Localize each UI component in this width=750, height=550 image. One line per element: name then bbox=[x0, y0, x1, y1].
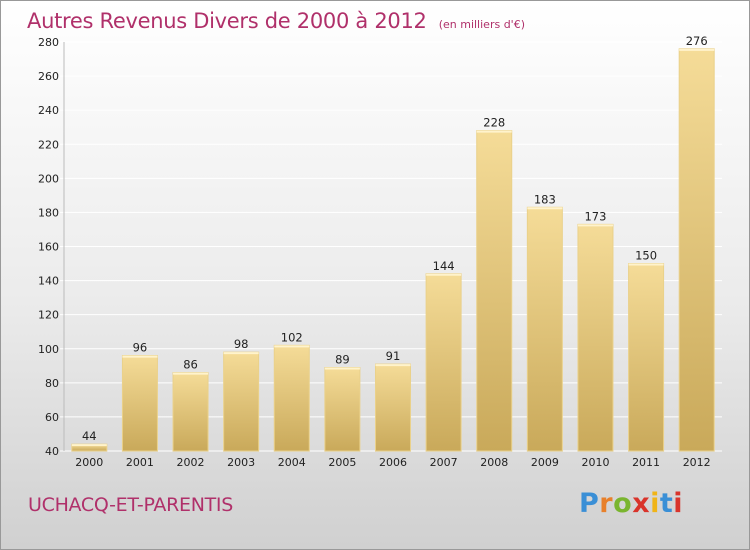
x-tick-label-2002: 2002 bbox=[177, 456, 205, 469]
x-tick-label-2003: 2003 bbox=[227, 456, 255, 469]
title-row: Autres Revenus Divers de 2000 à 2012 (en… bbox=[27, 9, 525, 33]
x-tick-label-2010: 2010 bbox=[581, 456, 609, 469]
x-tick-label-2008: 2008 bbox=[480, 456, 508, 469]
x-tick-label-2011: 2011 bbox=[632, 456, 660, 469]
x-tick-label-2000: 2000 bbox=[75, 456, 103, 469]
bar-2005 bbox=[324, 366, 361, 452]
logo-letter: r bbox=[599, 488, 614, 519]
x-tick-label-2009: 2009 bbox=[531, 456, 559, 469]
logo-letter: o bbox=[613, 488, 633, 519]
logo-letter: i bbox=[650, 488, 660, 519]
y-tick-label: 280 bbox=[38, 36, 59, 49]
bar-2007 bbox=[425, 273, 462, 452]
data-label-2002: 86 bbox=[183, 358, 198, 372]
data-label-2000: 44 bbox=[82, 429, 97, 443]
data-label-2011: 150 bbox=[635, 249, 657, 263]
y-tick-label: 40 bbox=[45, 445, 59, 458]
bar-2006 bbox=[375, 363, 411, 452]
y-tick-label: 120 bbox=[38, 309, 59, 322]
bar-2004 bbox=[273, 344, 310, 452]
y-tick-label: 260 bbox=[38, 70, 59, 83]
y-tick-label: 160 bbox=[38, 241, 59, 254]
y-tick-label: 60 bbox=[45, 411, 59, 424]
x-tick-label-2004: 2004 bbox=[278, 456, 306, 469]
commune-name: UCHACQ-ET-PARENTIS bbox=[28, 494, 233, 516]
bar-2001 bbox=[121, 355, 158, 452]
data-label-2003: 98 bbox=[234, 337, 249, 351]
y-tick-label: 220 bbox=[38, 138, 59, 151]
bar-2011 bbox=[628, 263, 665, 452]
logo-letter: P bbox=[579, 488, 600, 519]
y-tick-labels: 40 60 80 100 120 140 160 180 200 220 240 260 280 bbox=[38, 36, 59, 458]
logo-letter: t bbox=[659, 488, 674, 519]
x-tick-label-2005: 2005 bbox=[328, 456, 356, 469]
y-tick-label: 140 bbox=[38, 275, 59, 288]
data-label-2007: 144 bbox=[433, 259, 455, 273]
chart-title: Autres Revenus Divers de 2000 à 2012 bbox=[27, 9, 427, 33]
data-label-2008: 228 bbox=[483, 116, 505, 130]
data-label-2010: 173 bbox=[584, 209, 606, 223]
bar-2012 bbox=[678, 48, 715, 452]
data-label-2004: 102 bbox=[281, 330, 303, 344]
data-label-2009: 183 bbox=[534, 192, 556, 206]
y-tick-label: 100 bbox=[38, 343, 59, 356]
x-tick-label-2006: 2006 bbox=[379, 456, 407, 469]
bar-2003 bbox=[223, 351, 260, 452]
data-label-2012: 276 bbox=[686, 34, 708, 48]
data-label-2006: 91 bbox=[386, 349, 401, 363]
logo-letter: x bbox=[632, 488, 651, 519]
y-tick-label: 80 bbox=[45, 377, 59, 390]
logo-letter: i bbox=[673, 488, 684, 519]
bars bbox=[71, 48, 715, 452]
data-label-2005: 89 bbox=[335, 352, 350, 366]
bar-2008 bbox=[476, 130, 513, 452]
y-tick-label: 200 bbox=[38, 172, 59, 185]
bar-2010 bbox=[577, 223, 614, 452]
proxiti-logo: Proxiti bbox=[579, 488, 683, 519]
y-tick-label: 240 bbox=[38, 104, 59, 117]
y-tick-label: 180 bbox=[38, 206, 59, 219]
data-label-2001: 96 bbox=[133, 341, 148, 355]
x-tick-label-2012: 2012 bbox=[683, 456, 711, 469]
data-labels: 44 96 86 98 102 89 91 144 228 183 173 150 276 bbox=[82, 34, 708, 443]
unit-note: (en milliers d'€) bbox=[438, 18, 525, 31]
bar-2009 bbox=[526, 206, 563, 452]
x-tick-label-2001: 2001 bbox=[126, 456, 154, 469]
x-tick-label-2007: 2007 bbox=[430, 456, 458, 469]
bar-2002 bbox=[172, 372, 209, 452]
x-tick-labels: 2000 2001 2002 2003 2004 2005 2006 2007 2008 2009… bbox=[75, 456, 710, 469]
